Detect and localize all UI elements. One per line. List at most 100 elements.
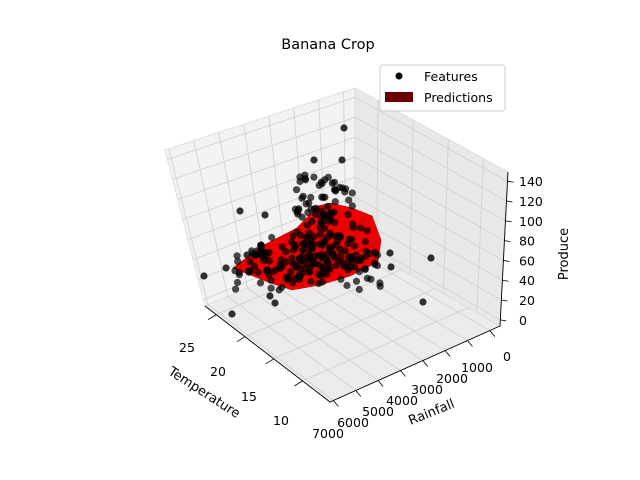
feature-point [317,272,325,280]
feature-point [324,202,332,210]
feature-point [317,178,325,186]
feature-point [222,264,230,272]
feature-point [261,211,269,219]
y-tick-mark [333,400,339,407]
feature-point [288,254,296,262]
feature-point [289,246,297,254]
feature-point [309,259,317,267]
feature-point [363,274,371,282]
axis-edge-floor [204,305,501,403]
z-tick-mark [500,319,507,322]
grid-line-z [172,116,507,202]
x-tick-label: 20 [210,364,226,379]
feature-point [251,251,259,259]
feature-point [234,257,242,265]
feature-point [243,251,251,259]
feature-point [331,198,339,206]
chart-title: Banana Crop [281,37,374,53]
feature-point [306,240,314,248]
feature-point [326,246,334,254]
y-tick-mark [444,350,451,357]
feature-point [337,275,345,283]
feature-point [348,202,356,210]
y-tick-mark [377,380,384,387]
feature-point [319,193,327,201]
feature-point [269,268,277,276]
feature-point [327,209,335,217]
feature-point [307,193,315,202]
feature-point [307,277,315,286]
feature-point [373,251,382,259]
z-tick-label: 80 [519,234,535,249]
x-axis-label: Temperature [164,364,242,422]
feature-point [306,268,314,276]
feature-point [340,124,348,132]
feature-point [355,268,363,276]
feature-point [317,207,325,215]
grid-line-z [167,96,508,182]
feature-point [298,253,306,261]
z-tick-label: 60 [519,253,535,268]
grid-line-z [177,136,506,222]
legend-marker-predictions [385,92,413,102]
feature-point [260,257,268,265]
feature-point [387,263,395,271]
y-tick-label: 2000 [436,371,468,386]
grid-line-y [207,304,334,401]
feature-point [288,279,297,287]
feature-point [295,275,303,284]
feature-point [345,196,353,204]
y-tick-label: 4000 [386,393,418,408]
feature-point [316,230,324,238]
feature-point [349,220,357,228]
feature-point [292,186,301,194]
x-tick-label: 25 [179,340,195,355]
feature-point [293,208,301,216]
z-tick-label: 40 [519,273,535,288]
feature-point [278,262,286,270]
feature-point [297,231,305,239]
feature-point [236,207,244,215]
grid-line-z [192,196,503,281]
feature-point [254,268,262,276]
feature-point [363,227,371,235]
feature-point [317,218,325,226]
legend-marker-features [395,72,403,80]
feature-point [267,276,275,284]
feature-point [289,232,297,240]
feature-point [361,238,370,246]
grid-line-x [302,307,469,382]
feature-point [310,156,318,164]
y-tick-label: 0 [503,349,511,364]
z-tick-mark [507,180,514,183]
feature-point [232,285,240,293]
feature-point [303,221,311,229]
feature-point [331,218,339,226]
feature-point [351,263,359,271]
z-tick-mark [506,200,513,203]
z-axis-label: Produce [557,228,572,280]
x-tick-mark [294,380,303,387]
z-tick-label: 120 [519,194,543,209]
feature-point [296,177,304,186]
feature-point [344,210,352,219]
feature-point [345,258,353,266]
feature-point [312,211,320,219]
feature-point [256,279,265,287]
feature-point [300,240,309,248]
grid-line-z [187,176,504,261]
feature-point [307,205,315,213]
feature-point [386,249,394,257]
feature-point [257,241,265,249]
legend: Features Predictions [379,64,506,112]
feature-point [361,265,369,274]
feature-point [301,171,309,179]
feature-point [376,282,384,290]
feature-point [321,213,329,221]
feature-point [288,238,296,246]
feature-point [278,256,286,264]
feature-point [278,243,286,251]
feature-point [250,262,259,270]
